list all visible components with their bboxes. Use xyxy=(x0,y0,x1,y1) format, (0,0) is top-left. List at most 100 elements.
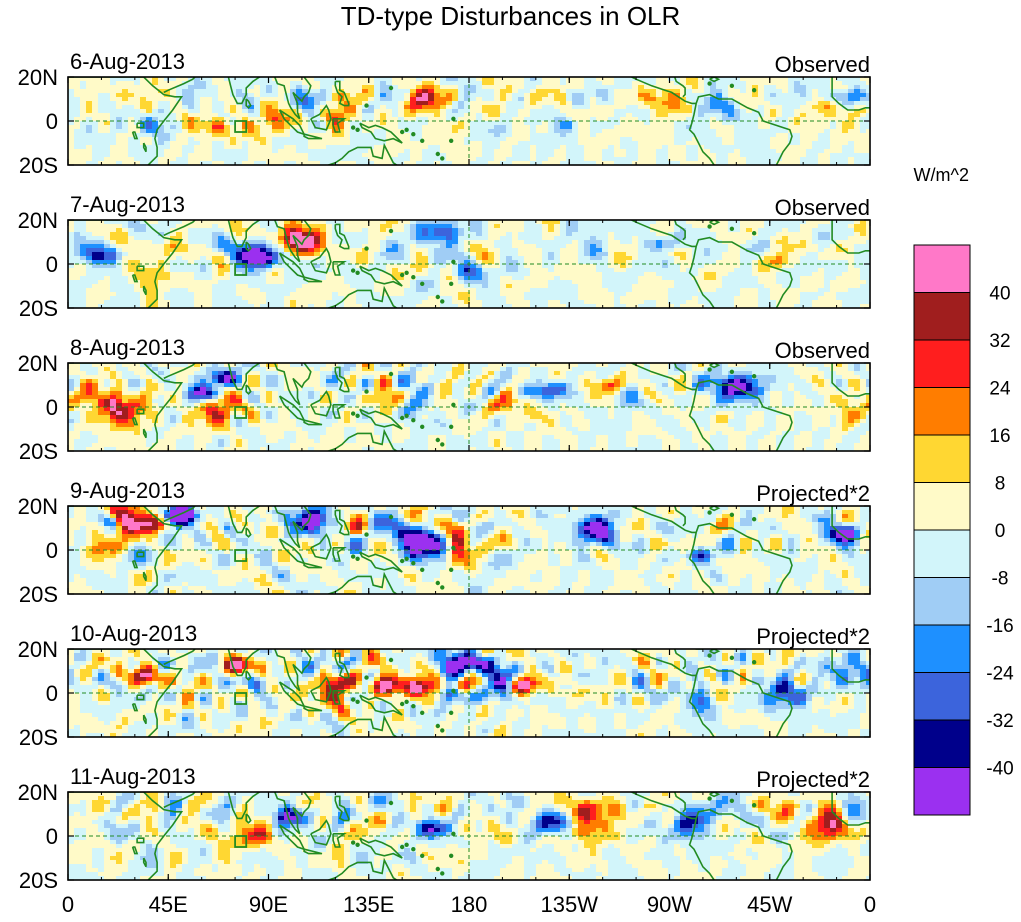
field-cell xyxy=(182,264,189,269)
field-cell xyxy=(572,252,579,257)
field-cell xyxy=(134,97,141,102)
field-cell xyxy=(704,264,711,269)
field-cell xyxy=(620,268,627,273)
field-cell xyxy=(632,264,639,269)
field-cell xyxy=(524,145,531,150)
field-cell xyxy=(176,141,183,146)
field-cell xyxy=(446,105,453,110)
field-cell xyxy=(440,77,447,82)
field-cell xyxy=(572,141,579,146)
field-cell xyxy=(236,220,243,225)
field-cell xyxy=(638,81,645,86)
field-cell xyxy=(818,137,825,142)
field-cell xyxy=(800,248,807,253)
field-cell xyxy=(308,248,315,253)
field-cell xyxy=(596,85,603,90)
field-cell xyxy=(830,232,837,237)
field-cell xyxy=(734,240,741,245)
field-cell xyxy=(188,137,195,142)
field-cell xyxy=(440,145,447,150)
field-cell xyxy=(668,220,675,225)
field-cell xyxy=(710,224,717,229)
field-cell xyxy=(206,109,213,114)
field-cell xyxy=(644,244,651,249)
field-cell xyxy=(548,109,555,114)
field-cell xyxy=(260,244,267,249)
field-cell xyxy=(146,236,153,241)
field-cell xyxy=(200,141,207,146)
field-cell xyxy=(686,105,693,110)
field-cell xyxy=(170,117,177,122)
field-cell xyxy=(74,133,81,138)
field-cell xyxy=(722,260,729,265)
field-cell xyxy=(632,224,639,229)
island xyxy=(448,138,454,144)
panel-source-label: Observed xyxy=(775,52,870,77)
field-cell xyxy=(578,125,585,130)
field-cell xyxy=(848,145,855,150)
field-cell xyxy=(842,157,849,162)
field-cell xyxy=(140,276,147,281)
field-cell xyxy=(338,248,345,253)
field-cell xyxy=(494,105,501,110)
field-cell xyxy=(296,93,303,98)
field-cell xyxy=(716,260,723,265)
field-cell xyxy=(530,101,537,106)
field-cell xyxy=(818,161,825,165)
field-cell xyxy=(404,224,411,229)
field-cell xyxy=(428,157,435,162)
field-cell xyxy=(686,109,693,114)
field-cell xyxy=(566,113,573,118)
field-cell xyxy=(812,228,819,233)
field-cell xyxy=(584,232,591,237)
field-cell xyxy=(698,228,705,233)
field-cell xyxy=(182,220,189,225)
field-cell xyxy=(374,145,381,150)
field-cell xyxy=(728,153,735,158)
field-cell xyxy=(734,109,741,114)
field-cell xyxy=(74,260,81,265)
field-cell xyxy=(746,117,753,122)
field-cell xyxy=(188,101,195,106)
field-cell xyxy=(848,105,855,110)
field-cell xyxy=(260,97,267,102)
field-cell xyxy=(164,145,171,150)
field-cell xyxy=(614,149,621,154)
field-cell xyxy=(614,97,621,102)
field-cell xyxy=(692,236,699,241)
field-cell xyxy=(632,248,639,253)
field-cell xyxy=(212,252,219,257)
field-cell xyxy=(794,252,801,257)
field-cell xyxy=(320,153,327,158)
field-cell xyxy=(152,244,159,249)
field-cell xyxy=(746,101,753,106)
field-cell xyxy=(740,232,747,237)
field-cell xyxy=(806,137,813,142)
field-cell xyxy=(416,149,423,154)
field-cell xyxy=(386,113,393,118)
field-cell xyxy=(374,264,381,269)
field-cell xyxy=(158,256,165,261)
field-cell xyxy=(758,268,765,273)
field-cell xyxy=(848,141,855,146)
field-cell xyxy=(302,85,309,90)
field-cell xyxy=(296,264,303,269)
field-cell xyxy=(440,153,447,158)
field-cell xyxy=(278,161,285,165)
field-cell xyxy=(602,252,609,257)
field-cell xyxy=(464,125,471,130)
field-cell xyxy=(410,236,417,241)
field-cell xyxy=(506,105,513,110)
field-cell xyxy=(686,224,693,229)
field-cell xyxy=(794,121,801,126)
field-cell xyxy=(566,97,573,102)
field-cell xyxy=(866,256,870,261)
field-cell xyxy=(782,113,789,118)
field-cell xyxy=(392,268,399,273)
field-cell xyxy=(830,161,837,165)
field-cell xyxy=(440,97,447,102)
field-cell xyxy=(200,252,207,257)
field-cell xyxy=(470,248,477,253)
field-cell xyxy=(452,248,459,253)
field-cell xyxy=(470,157,477,162)
